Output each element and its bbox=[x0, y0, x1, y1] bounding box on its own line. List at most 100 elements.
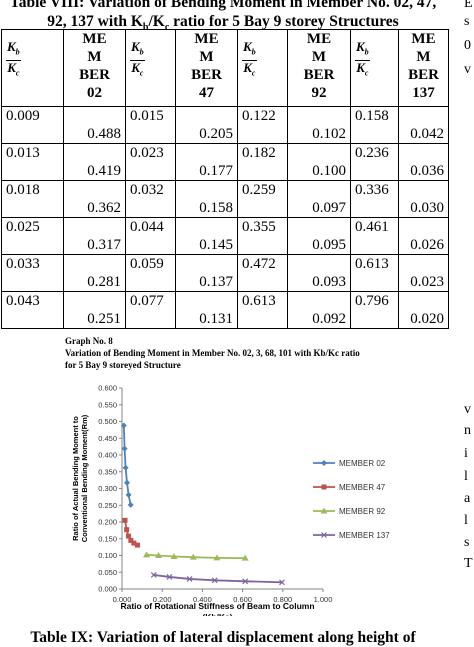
ratio-cell: 0.355 bbox=[237, 217, 288, 255]
member-header: ME M BER 02 bbox=[63, 29, 126, 107]
moment-cell: 0.095 bbox=[287, 217, 351, 255]
ratio-cell: 0.613 bbox=[350, 254, 399, 292]
data-point bbox=[189, 553, 197, 560]
ratio-cell: 0.033 bbox=[1, 254, 64, 292]
moment-cell: 0.362 bbox=[63, 180, 126, 218]
legend-label: MEMBER 47 bbox=[339, 483, 386, 492]
table-row: 0.043 0.251 0.077 0.131 0.613 0.092 0.796 0.020 bbox=[1, 291, 449, 329]
x-axis-label: Ratio of Rotational Stiffness of Beam to… bbox=[120, 601, 314, 611]
data-point bbox=[321, 460, 327, 466]
moment-cell: 0.102 bbox=[287, 106, 351, 144]
ratio-cell: 0.018 bbox=[1, 180, 64, 218]
ratio-cell: 0.009 bbox=[1, 106, 64, 144]
y-tick-label: 0.100 bbox=[98, 551, 117, 560]
data-point bbox=[241, 554, 249, 561]
table-row: 0.009 0.488 0.015 0.205 0.122 0.102 0.158 0.042 bbox=[1, 106, 449, 144]
ratio-cell: 0.043 bbox=[1, 291, 64, 329]
table-row: 0.025 0.317 0.044 0.145 0.355 0.095 0.461 0.026 bbox=[1, 217, 449, 255]
bending-moment-chart: 0.000 0.050 0.100 0.150 0.200 0.250 0.300 0.350… bbox=[71, 384, 390, 617]
kb-kc-header: Kb Kc bbox=[350, 29, 399, 107]
moment-cell: 0.281 bbox=[63, 254, 126, 292]
kb-kc-header: Kb Kc bbox=[237, 29, 288, 107]
table-ix-title: Table IX: Variation of lateral displacem… bbox=[30, 629, 416, 646]
y-tick-label: 0.550 bbox=[98, 400, 117, 409]
series-line bbox=[146, 553, 246, 560]
y-tick-label: 0.050 bbox=[98, 568, 117, 577]
graph-number: Graph No. 8 bbox=[65, 336, 113, 346]
data-point-cross bbox=[279, 579, 285, 586]
moment-cell: 0.093 bbox=[287, 254, 351, 292]
moment-cell: 0.100 bbox=[287, 143, 351, 181]
bending-moment-table: Kb Kc ME M BER 02 Kb Kc ME M BER 47 Kb Kc ME M BER 92 Kb Kc… bbox=[1, 29, 449, 329]
moment-cell: 0.137 bbox=[175, 254, 238, 292]
data-point bbox=[155, 552, 163, 558]
data-point bbox=[134, 542, 140, 548]
moment-cell: 0.020 bbox=[398, 291, 449, 329]
data-point-cross bbox=[211, 577, 218, 584]
ratio-cell: 0.236 bbox=[350, 143, 399, 181]
moment-cell: 0.097 bbox=[287, 180, 351, 218]
moment-cell: 0.092 bbox=[287, 291, 351, 329]
right-glyph: i bbox=[464, 446, 468, 461]
ratio-cell: 0.023 bbox=[125, 143, 176, 181]
ratio-cell: 0.336 bbox=[350, 180, 399, 218]
y-axis-label-line2: Conventional Bending Moment(Rm) bbox=[80, 414, 89, 542]
data-point bbox=[127, 501, 134, 508]
data-point bbox=[131, 540, 137, 546]
table-row: 0.033 0.281 0.059 0.137 0.472 0.093 0.613 0.023 bbox=[1, 254, 449, 292]
x-tick-label: 1.000 bbox=[314, 595, 333, 604]
kb-kc-header: Kb Kc bbox=[1, 29, 64, 107]
ratio-cell: 0.013 bbox=[1, 143, 64, 181]
ratio-cell: 0.796 bbox=[350, 291, 399, 329]
right-glyph: l bbox=[464, 513, 468, 528]
moment-cell: 0.317 bbox=[63, 217, 126, 255]
ratio-cell: 0.032 bbox=[125, 180, 176, 218]
graph-caption-line1: Variation of Bending Moment in Member No… bbox=[65, 348, 360, 358]
data-point bbox=[321, 484, 327, 490]
ratio-cell: 0.122 bbox=[237, 106, 288, 144]
ratio-cell: 0.158 bbox=[350, 106, 399, 144]
ratio-cell: 0.044 bbox=[125, 217, 176, 255]
data-point bbox=[125, 491, 132, 498]
data-point bbox=[122, 464, 129, 471]
data-point-cross bbox=[186, 576, 193, 582]
y-tick-label: 0.450 bbox=[98, 434, 117, 443]
legend-label: MEMBER 137 bbox=[339, 531, 390, 540]
right-glyph: s bbox=[464, 14, 470, 29]
moment-cell: 0.205 bbox=[175, 106, 238, 144]
moment-cell: 0.131 bbox=[175, 291, 238, 329]
x-tick-label: 0.800 bbox=[273, 595, 292, 604]
y-tick-label: 0.400 bbox=[98, 451, 117, 460]
moment-cell: 0.036 bbox=[398, 143, 449, 181]
ratio-cell: 0.015 bbox=[125, 106, 176, 144]
y-tick-label: 0.300 bbox=[98, 484, 117, 493]
data-point-cross bbox=[321, 532, 327, 538]
x-tick-label: 0.000 bbox=[113, 595, 132, 604]
data-point bbox=[143, 551, 151, 558]
data-point bbox=[122, 517, 128, 523]
member-header: ME M BER 92 bbox=[287, 29, 351, 107]
y-axis-label: Ratio of Actual Bending Moment to bbox=[71, 416, 80, 541]
data-point bbox=[120, 422, 127, 429]
moment-cell: 0.023 bbox=[398, 254, 449, 292]
kb-kc-header: Kb Kc bbox=[125, 29, 176, 107]
right-glyph: n bbox=[464, 423, 471, 438]
right-glyph: v bbox=[464, 402, 471, 417]
data-point bbox=[125, 533, 131, 539]
data-point-cross bbox=[150, 572, 157, 578]
member-header: ME M BER 47 bbox=[175, 29, 238, 107]
x-tick-label: 0.200 bbox=[153, 595, 172, 604]
data-point bbox=[320, 507, 328, 514]
moment-cell: 0.419 bbox=[63, 143, 126, 181]
moment-cell: 0.251 bbox=[63, 291, 126, 329]
right-glyph: v bbox=[464, 62, 471, 77]
moment-cell: 0.158 bbox=[175, 180, 238, 218]
data-point bbox=[124, 479, 131, 486]
moment-cell: 0.488 bbox=[63, 106, 126, 144]
series-line bbox=[153, 574, 283, 584]
graph-caption-line2: for 5 Bay 9 storeyed Structure bbox=[65, 360, 181, 370]
data-point bbox=[170, 553, 178, 560]
ratio-cell: 0.472 bbox=[237, 254, 288, 292]
moment-cell: 0.177 bbox=[175, 143, 238, 181]
ratio-cell: 0.259 bbox=[237, 180, 288, 218]
